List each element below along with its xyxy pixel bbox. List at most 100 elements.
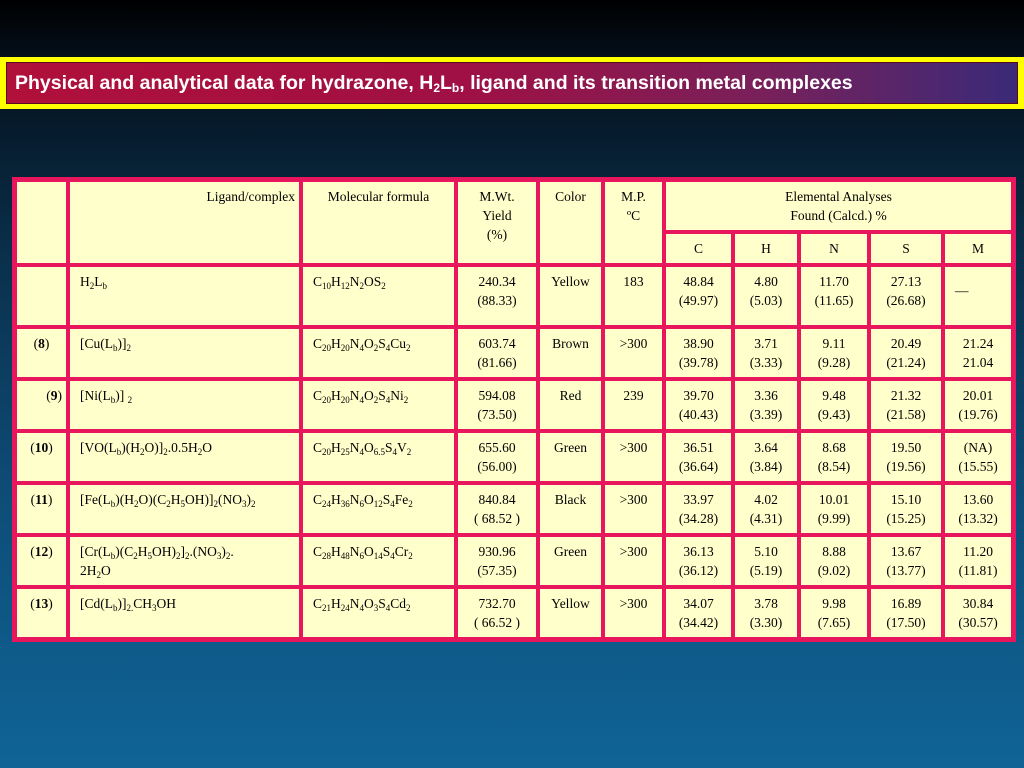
row-3-ligand-part-1: b [116,447,122,457]
row-1-n: 9.11 (9.28) [799,327,869,379]
row-5-ligand-part-9: 2 [185,551,190,561]
row-6-ligand-part-3: 2. [126,603,134,613]
row-3-number: (10) [15,431,68,483]
row-1-ligand-part-3: 2 [126,343,132,353]
row-5-ligand-part-14: . [230,544,234,559]
row-3-n-found: 8.68 [822,440,846,455]
row-1-formula-part-9: 4 [385,343,391,353]
row-0-ligand-part-2: L [94,274,103,289]
row-0-formula-part-0: C [313,274,323,289]
header-elemental: Elemental Analyses Found (Calcd.) % [664,180,1014,232]
header-s: S [869,232,943,265]
header-mwt-line3: (%) [486,227,508,242]
row-2-h-found: 3.36 [754,388,778,403]
row-5-m: 11.20 (11.81) [943,535,1014,587]
header-num [15,180,68,265]
row-4-h-found: 4.02 [754,492,778,507]
row-6-n: 9.98 (7.65) [799,587,869,639]
row-3-h-found: 3.64 [754,440,778,455]
row-5-h: 5.10 (5.19) [733,535,799,587]
row-2-n-calcd: (9.43) [817,407,851,422]
row-5-s-found: 13.67 [890,544,922,559]
row-5-ligand-part-4: H [137,544,148,559]
row-5-number: (12) [15,535,68,587]
row-5-ligand: [Cr(Lb)(C2H5OH)2]2.(NO3)2. 2H2O [68,535,301,587]
row-5-m-found: 11.20 [963,544,993,559]
row-6-number: (13) [15,587,68,639]
row-0-formula-part-1: 10 [322,281,332,291]
row-1-formula-part-1: 20 [322,343,332,353]
row-2-mwt-found: 594.08 [478,388,516,403]
row-4-mwt-calcd: ( 68.52 ) [473,511,521,526]
row-0-m: — [943,265,1014,327]
row-4-ligand-part-12: ) [246,492,252,507]
row-6-formula-part-1: 21 [322,603,332,613]
row-4-n-found: 10.01 [818,492,850,507]
row-3-ligand-part-7: 2 [197,447,203,457]
table-row: (11) [Fe(Lb)(H2O)(C2H5OH)]2(NO3)2 C24H36N6… [15,483,1014,535]
row-4-formula-part-1: 24 [322,499,332,509]
row-3-formula-part-11: 2 [406,447,412,457]
row-1-formula-part-6: O [364,336,374,351]
header-mwt: M.Wt. Yield (%) [456,180,538,265]
row-1-n-calcd: (9.28) [817,355,851,370]
header-ea-line2: Found (Calcd.) % [790,208,887,223]
header-mwt-line2: Yield [482,208,512,223]
row-3-formula-part-1: 20 [322,447,332,457]
row-4-formula-part-5: 6 [359,499,365,509]
row-1-h: 3.71 (3.33) [733,327,799,379]
row-1-number: (8) [15,327,68,379]
title-sub-1: 2 [433,81,440,95]
row-0-formula-part-7: 2 [381,281,386,291]
row-0-m-found: — [955,283,969,298]
row-5-color: Green [538,535,603,587]
header-color: Color [538,180,603,265]
row-6-s-calcd: (17.50) [886,615,926,630]
row-5-formula-part-11: 2 [408,551,413,561]
row-2-formula-part-10: Ni [390,388,404,403]
table-row: (13) [Cd(Lb)]2.CH3OH C21H24N4O3S4Cd2 732.70… [15,587,1014,639]
row-0-h-found: 4.80 [754,274,778,289]
row-1-formula: C20H20N4O2S4Cu2 [301,327,456,379]
row-0-s-calcd: (26.68) [886,293,926,308]
row-3-h-calcd: (3.84) [749,459,783,474]
row-2-formula-part-0: C [313,388,323,403]
row-0-formula-part-6: OS [364,274,382,289]
row-0-n-calcd: (11.65) [814,293,854,308]
row-0-h-calcd: (5.03) [749,293,783,308]
row-0-number [15,265,68,327]
row-0-ligand-part-3: b [102,281,108,291]
row-6-formula-part-2: H [331,596,341,611]
row-5-formula-part-7: 14 [373,551,383,561]
row-6-formula-part-5: 4 [359,603,365,613]
row-6-formula-part-8: S [378,596,386,611]
row-1-ligand-part-1: b [113,343,118,353]
row-1-mwt-calcd: (81.66) [477,355,517,370]
row-5-formula-part-1: 28 [322,551,332,561]
row-6-mwt-calcd: ( 66.52 ) [473,615,521,630]
row-3-ligand: [VO(Lb)(H2O)]2.0.5H2O [68,431,301,483]
row-6-c-calcd: (34.42) [678,615,719,630]
row-2-number-value: 9 [50,388,58,403]
row-5-formula-part-5: 6 [359,551,365,561]
row-3-color: Green [538,431,603,483]
row-4-h-calcd: (4.31) [749,511,783,526]
header-formula: Molecular formula [301,180,456,265]
header-h: H [733,232,799,265]
row-3-c-found: 36.51 [683,440,714,455]
row-2-formula-part-7: 2 [373,395,379,405]
row-6-c: 34.07 (34.42) [664,587,733,639]
row-4-s-calcd: (15.25) [886,511,926,526]
row-2-formula-part-6: O [364,388,374,403]
row-4-formula-part-6: O [364,492,374,507]
row-4-number: (11) [15,483,68,535]
row-3-formula-part-10: V [397,440,407,455]
row-2-n-found: 9.48 [822,388,846,403]
row-3-mp: >300 [603,431,664,483]
row-1-n-found: 9.11 [822,336,846,351]
row-5-ligand-part-7: 2 [176,551,181,561]
row-6-h-found: 3.78 [754,596,778,611]
row-2-c-found: 39.70 [683,388,714,403]
row-6-formula-part-0: C [313,596,323,611]
row-6-m-found: 30.84 [962,596,994,611]
